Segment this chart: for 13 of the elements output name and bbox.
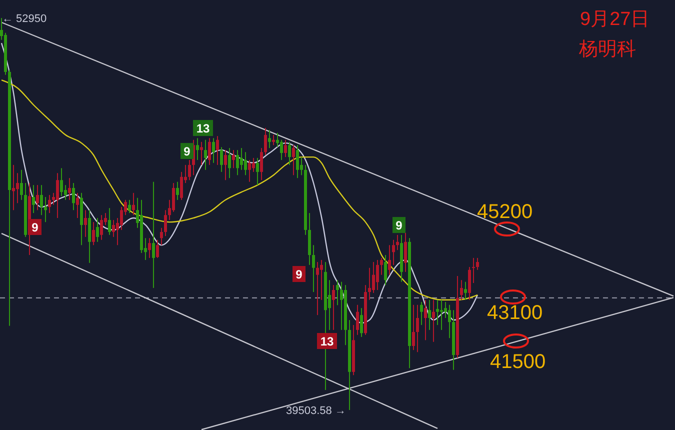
annotation: 39503.58 → [286,405,346,417]
annotation: 45200 [477,201,533,223]
annotation: 9 [184,144,191,158]
chart-title: 9月27日 [580,9,650,30]
text: 杨明科 [578,39,636,60]
annotation: ← 52950 [2,13,47,25]
annotation: 9 [32,220,39,234]
annotation: 41500 [490,351,546,373]
annotation: 9 [296,268,303,282]
annotation: 9 [396,218,403,232]
annotation: 13 [320,334,334,348]
annotation: 43100 [487,302,543,324]
annotation: 13 [196,122,210,136]
